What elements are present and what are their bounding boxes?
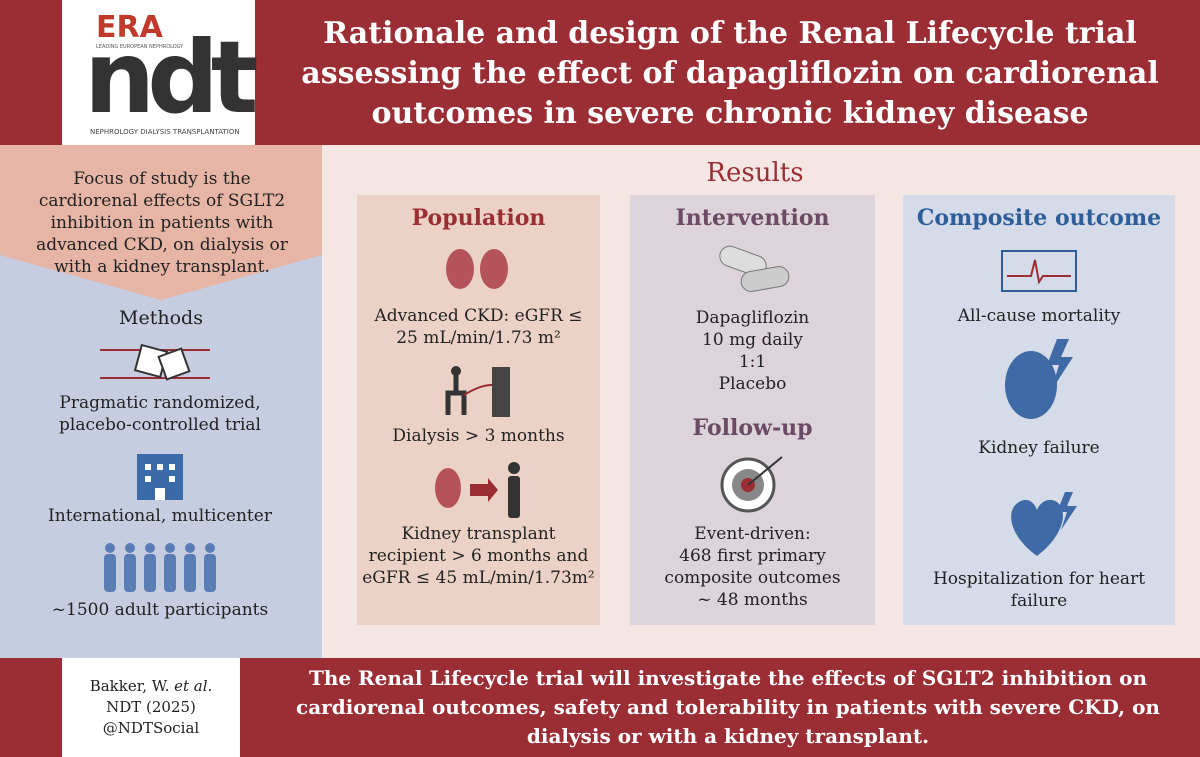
citation-author: Bakker, W. (89, 677, 170, 695)
intervention-box: Intervention Dapagliflozin 10 mg daily 1… (630, 195, 875, 625)
composite-title: Composite outcome (916, 205, 1162, 231)
citation-journal: NDT (2025) (106, 698, 196, 716)
composite-box: Composite outcome All-cause mortality Ki… (903, 195, 1175, 625)
kidney-bolt-icon (1005, 339, 1073, 419)
citation-box: Bakker, W. et al. NDT (2025) @NDTSocial (62, 658, 240, 757)
heart-icon (1011, 492, 1077, 556)
follow-up-item: Event-driven: (694, 524, 811, 544)
methods-item: ~1500 adult participants (51, 600, 269, 620)
target-icon (720, 456, 783, 513)
intervention-title: Intervention (675, 205, 830, 231)
methods-title: Methods (119, 307, 203, 329)
composite-item: All-cause mortality (957, 306, 1121, 326)
pills-icon (719, 245, 790, 292)
population-item: Dialysis > 3 months (392, 426, 565, 446)
results-title: Results (706, 158, 804, 188)
citation-handle: @NDTSocial (102, 719, 200, 737)
logo-tagline: LEADING EUROPEAN NEPHROLOGY (96, 44, 184, 50)
transplant-icon (435, 462, 520, 518)
people-icon (104, 543, 216, 592)
population-title: Population (411, 205, 546, 231)
composite-item: Hospitalization for heart failure (932, 569, 1146, 611)
intervention-item: 1:1 (738, 352, 767, 372)
logo: ERA LEADING EUROPEAN NEPHROLOGY ndt NEPH… (62, 0, 259, 145)
kidney-icon (446, 249, 508, 289)
follow-up-item: 468 first primary composite outcomes (664, 546, 841, 588)
methods-item: International, multicenter (48, 506, 272, 526)
follow-up-title: Follow-up (692, 415, 813, 441)
population-item: Advanced CKD: eGFR ≤ 25 mL/min/1.73 m² (374, 306, 583, 348)
composite-item: Kidney failure (978, 438, 1100, 458)
dialysis-icon (445, 366, 510, 417)
intervention-item: Placebo (718, 374, 787, 394)
intervention-item: 10 mg daily (702, 330, 803, 350)
citation-etal: et al. (174, 677, 213, 695)
follow-up-item: ~ 48 months (697, 590, 808, 610)
title: Rationale and design of the Renal Lifecy… (301, 16, 1159, 131)
logo-journal-full: NEPHROLOGY DIALYSIS TRANSPLANTATION (90, 128, 240, 136)
citation-line: Bakker, W. et al. (62, 676, 240, 697)
intervention-item: Dapagliflozin (695, 308, 810, 328)
ecg-icon (1001, 250, 1077, 292)
logo-journal: ndt (84, 19, 259, 136)
population-box: Population Advanced CKD: eGFR ≤ 25 mL/mi… (357, 195, 600, 625)
focus-text: Focus of study is the cardiorenal effect… (36, 169, 288, 277)
methods-item: Pragmatic randomized, placebo-controlled… (59, 393, 261, 435)
dice-icon (100, 343, 210, 381)
conclusion: The Renal Lifecycle trial will investiga… (296, 666, 1160, 748)
hospital-icon (137, 454, 183, 500)
focus-shape (0, 145, 322, 300)
logo-brand: ERA (96, 10, 163, 45)
population-item: Kidney transplant recipient > 6 months a… (362, 524, 595, 588)
